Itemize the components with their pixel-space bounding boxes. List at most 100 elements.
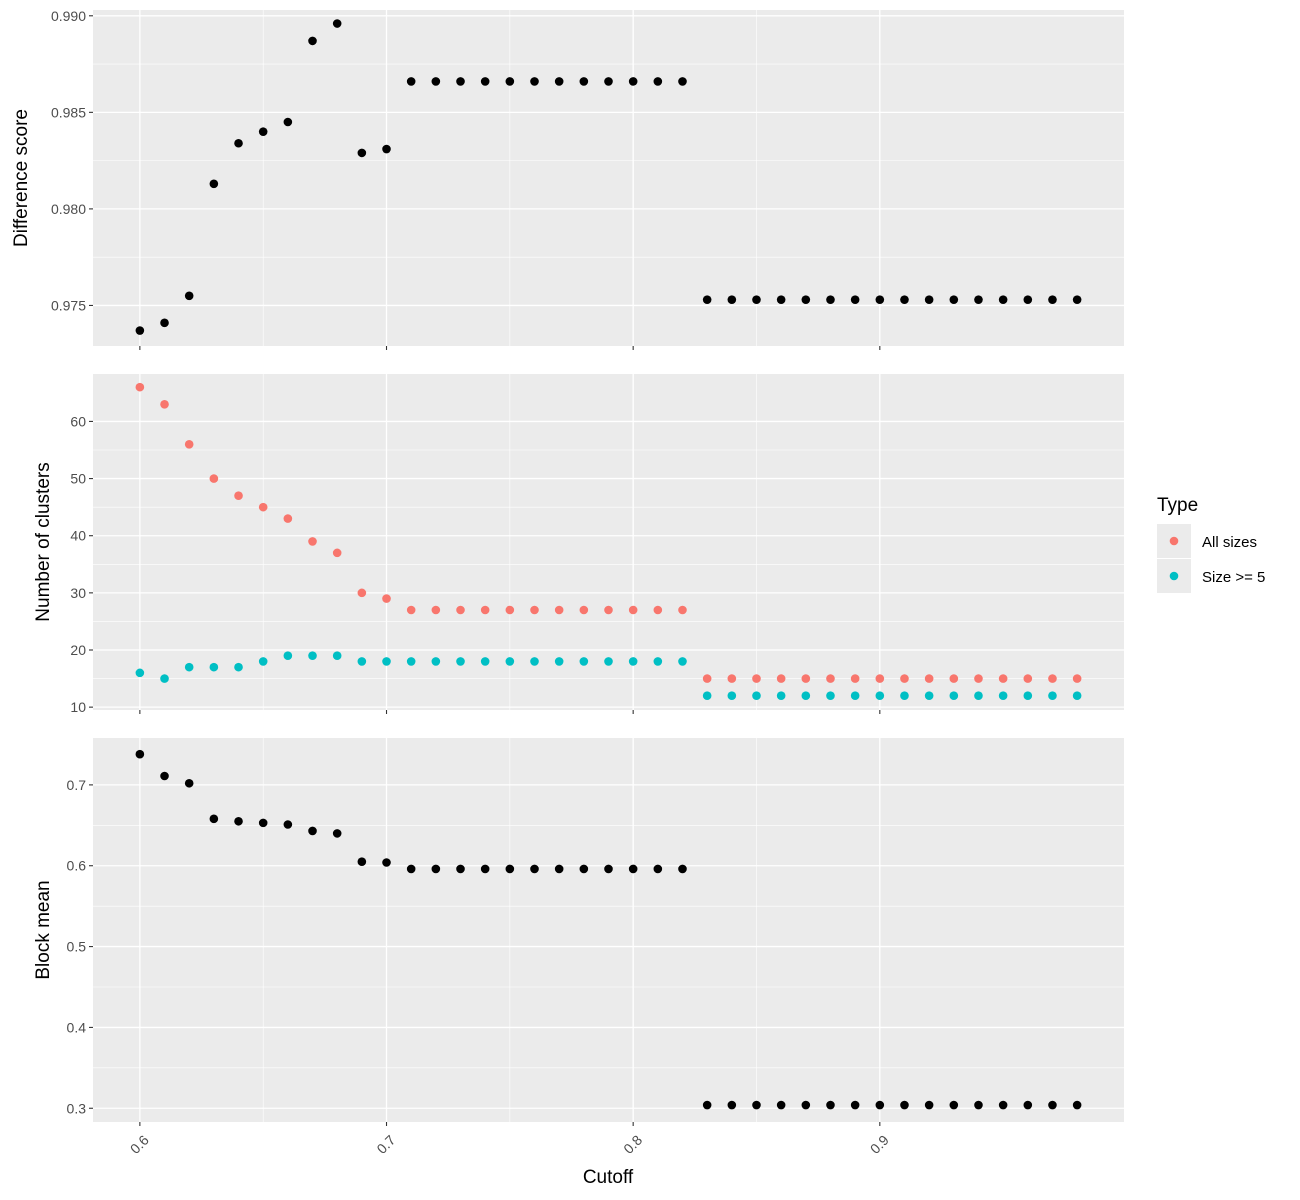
data-point bbox=[258, 657, 268, 666]
data-point bbox=[628, 864, 638, 874]
panel-3: 0.3 0.4 0.5 0.6 0.7 Block mean bbox=[33, 738, 1124, 1126]
data-point bbox=[678, 605, 687, 615]
data-point bbox=[135, 382, 145, 392]
series-size-5 bbox=[135, 651, 1082, 701]
data-point bbox=[727, 1100, 737, 1110]
data-point bbox=[332, 19, 342, 28]
data-point bbox=[998, 691, 1008, 701]
data-point bbox=[456, 605, 465, 615]
data-point bbox=[974, 295, 983, 304]
panel-background bbox=[93, 10, 1124, 346]
data-point bbox=[974, 1100, 983, 1110]
data-point bbox=[727, 691, 737, 701]
data-point bbox=[357, 657, 367, 666]
data-point bbox=[875, 295, 885, 304]
data-point bbox=[900, 691, 909, 701]
data-point bbox=[826, 295, 835, 304]
data-point bbox=[875, 1100, 885, 1110]
data-point bbox=[1048, 674, 1057, 683]
data-point bbox=[184, 778, 194, 788]
y-tick-label: 50 bbox=[70, 471, 86, 487]
data-point bbox=[258, 818, 268, 828]
data-point bbox=[752, 295, 761, 304]
data-point bbox=[974, 674, 983, 683]
x-tick-label: 0.6 bbox=[127, 1132, 152, 1157]
y-tick-label: 0.6 bbox=[67, 858, 87, 874]
data-point bbox=[135, 326, 145, 335]
data-point bbox=[628, 605, 638, 615]
data-point bbox=[801, 295, 811, 304]
data-point bbox=[900, 1100, 909, 1110]
data-point bbox=[1023, 295, 1033, 304]
data-point bbox=[184, 662, 194, 672]
panel-2: 10 20 30 40 50 60 Number of clusters bbox=[33, 374, 1124, 715]
data-point bbox=[752, 691, 761, 701]
data-point bbox=[456, 657, 465, 666]
series-points bbox=[135, 749, 1082, 1110]
data-point bbox=[431, 657, 441, 666]
data-point bbox=[678, 77, 687, 86]
y-tick-label: 0.975 bbox=[51, 297, 86, 313]
data-point bbox=[949, 295, 959, 304]
data-point bbox=[184, 439, 194, 449]
data-point bbox=[308, 826, 317, 836]
data-point bbox=[850, 295, 860, 304]
data-point bbox=[357, 148, 367, 158]
data-point bbox=[530, 864, 539, 874]
data-point bbox=[283, 117, 293, 127]
legend-label: All sizes bbox=[1202, 534, 1257, 551]
data-point bbox=[1048, 1100, 1057, 1110]
data-point bbox=[209, 814, 219, 824]
data-point bbox=[974, 691, 983, 701]
data-point bbox=[628, 77, 638, 86]
data-point bbox=[1072, 691, 1082, 701]
y-tick-label: 30 bbox=[70, 585, 86, 601]
data-point bbox=[579, 77, 589, 86]
data-point bbox=[530, 77, 539, 86]
data-point bbox=[382, 858, 391, 867]
data-point bbox=[505, 605, 515, 615]
data-point bbox=[480, 77, 490, 86]
x-tick-label: 0.8 bbox=[620, 1132, 645, 1157]
data-point bbox=[160, 674, 169, 683]
data-point bbox=[530, 605, 539, 615]
data-point bbox=[357, 588, 367, 598]
data-point bbox=[382, 594, 391, 603]
x-axis-title: Cutoff bbox=[583, 1167, 634, 1188]
data-point bbox=[480, 864, 490, 874]
data-point bbox=[332, 651, 342, 661]
data-point bbox=[406, 605, 416, 615]
y-tick-label: 0.980 bbox=[51, 201, 86, 217]
data-point bbox=[850, 691, 860, 701]
data-point bbox=[826, 691, 835, 701]
data-point bbox=[579, 864, 589, 874]
x-tick-label: 0.7 bbox=[373, 1132, 398, 1157]
data-point bbox=[579, 605, 589, 615]
y-axis-title: Difference score bbox=[11, 109, 32, 247]
data-point bbox=[826, 674, 835, 683]
data-point bbox=[209, 179, 219, 189]
data-point bbox=[776, 1100, 786, 1110]
y-axis-title: Block mean bbox=[33, 880, 54, 979]
data-point bbox=[382, 144, 391, 154]
data-point bbox=[357, 857, 367, 866]
data-point bbox=[234, 138, 243, 148]
data-point bbox=[160, 318, 169, 328]
data-point bbox=[653, 77, 663, 86]
data-point bbox=[283, 820, 293, 829]
data-point bbox=[875, 674, 885, 683]
data-point bbox=[1023, 691, 1033, 701]
data-point bbox=[308, 36, 317, 46]
data-point bbox=[308, 537, 317, 546]
data-point bbox=[702, 691, 712, 701]
data-point bbox=[431, 605, 441, 615]
data-point bbox=[604, 864, 613, 874]
data-point bbox=[875, 691, 885, 701]
data-point bbox=[554, 605, 564, 615]
y-tick-label: 0.4 bbox=[67, 1019, 87, 1035]
x-tick-label: 0.9 bbox=[867, 1132, 892, 1157]
panel-1: 0.975 0.980 0.985 0.990 Difference score bbox=[11, 8, 1124, 350]
y-tick-label: 20 bbox=[70, 642, 86, 658]
data-point bbox=[678, 864, 687, 874]
